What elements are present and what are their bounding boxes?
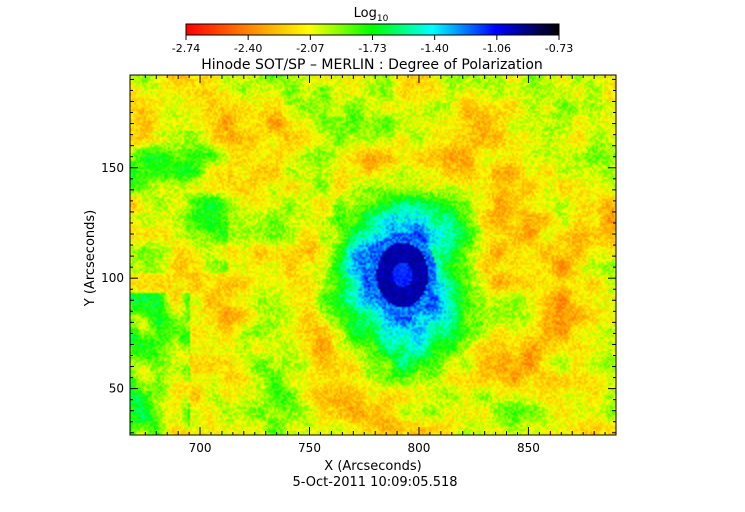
colorbar-gradient [185, 23, 560, 36]
y-axis-label: Y (Arcseconds) [83, 210, 98, 307]
y-tick-label: 50 [109, 382, 124, 396]
colorbar-tick-label: -1.73 [358, 42, 386, 55]
axis-ticks: 700 750 800 850 50 100 150 [101, 75, 616, 455]
colorbar-tick-label: -1.40 [420, 42, 448, 55]
chart-title: Hinode SOT/SP – MERLIN : Degree of Polar… [201, 57, 543, 73]
colorbar-tick-label: -2.40 [234, 42, 262, 55]
colorbar-tick-label: -2.07 [296, 42, 324, 55]
timestamp: 5-Oct-2011 10:09:05.518 [292, 475, 457, 490]
x-tick-label: 850 [517, 441, 540, 455]
colorbar-tick-label: -0.73 [545, 42, 573, 55]
x-tick-label: 750 [298, 441, 321, 455]
colorbar-tick-label: -1.06 [483, 42, 511, 55]
colorbar-label: Log10 [354, 6, 389, 24]
colorbar: Log10 -2.74 -2.40 -2.07 -1.73 -1.40 -1.06 -0.7… [172, 6, 573, 55]
plot-frame [129, 74, 617, 436]
heatmap-image [130, 75, 616, 435]
x-tick-label: 700 [189, 441, 212, 455]
y-tick-label: 100 [101, 271, 124, 285]
x-axis-label: X (Arcseconds) [324, 459, 421, 474]
colorbar-ticks: -2.74 -2.40 -2.07 -1.73 -1.40 -1.06 -0.73 [172, 35, 573, 55]
colorbar-tick-label: -2.74 [172, 42, 200, 55]
x-tick-label: 800 [408, 441, 431, 455]
y-tick-label: 150 [101, 161, 124, 175]
